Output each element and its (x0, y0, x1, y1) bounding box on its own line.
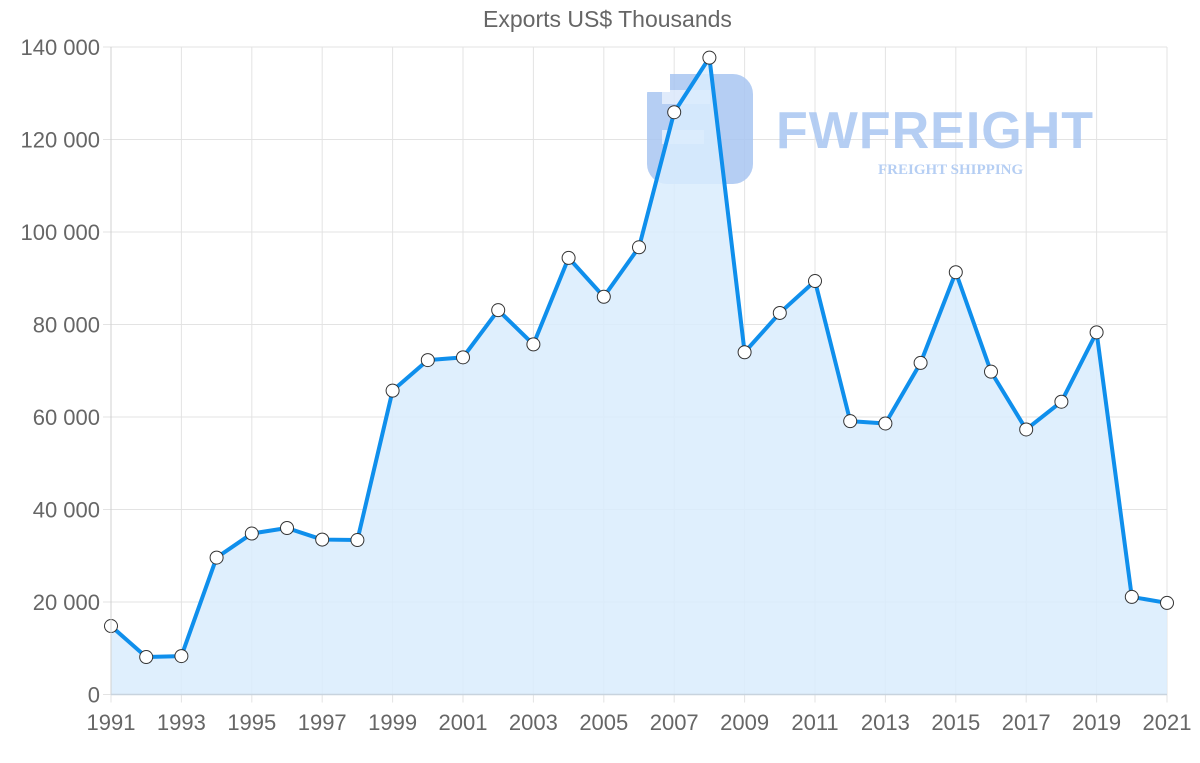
data-point-2014[interactable] (913, 355, 928, 370)
y-tick-label: 20 000 (33, 590, 100, 615)
x-tick-label: 2019 (1072, 710, 1121, 735)
x-tick-label: 1993 (157, 710, 206, 735)
data-point-1996[interactable] (280, 521, 294, 535)
data-point-1998[interactable] (350, 533, 365, 548)
data-point-2003[interactable] (526, 337, 541, 352)
x-tick-label: 1997 (298, 710, 347, 735)
x-tick-label: 1995 (227, 710, 276, 735)
data-point-2020[interactable] (1124, 589, 1139, 604)
x-tick-label: 2015 (931, 710, 980, 735)
chart-title: Exports US$ Thousands (483, 6, 732, 32)
x-tick-label: 2003 (509, 710, 558, 735)
data-point-2006[interactable] (632, 240, 646, 255)
data-point-2008[interactable] (702, 50, 717, 65)
watermark-brand: FWFREIGHT (776, 102, 1094, 160)
data-point-2005[interactable] (596, 289, 611, 304)
y-tick-label: 0 (88, 683, 100, 708)
x-tick-label: 2011 (791, 710, 838, 735)
x-axis: 1991 1993 1995 1997 1999 2001 2003 2005 2007 2009… (87, 693, 1192, 735)
data-point-1999[interactable] (385, 383, 400, 398)
y-tick-label: 40 000 (33, 498, 100, 523)
x-tick-label: 2017 (1002, 710, 1051, 735)
x-tick-label: 1999 (368, 710, 417, 735)
data-point-2007[interactable] (667, 105, 682, 120)
watermark-tagline: FREIGHT SHIPPING (878, 162, 1023, 178)
data-point-2004[interactable] (561, 250, 576, 265)
data-point-2016[interactable] (984, 364, 998, 379)
data-point-2012[interactable] (843, 414, 858, 429)
data-point-2010[interactable] (772, 305, 787, 320)
x-tick-label: 2007 (650, 710, 699, 735)
y-tick-label: 120 000 (20, 128, 100, 153)
y-tick-label: 140 000 (20, 35, 100, 60)
data-point-1995[interactable] (244, 526, 259, 541)
data-point-1992[interactable] (139, 650, 154, 665)
data-point-2000[interactable] (420, 353, 435, 368)
data-point-1997[interactable] (315, 532, 330, 547)
data-point-2001[interactable] (456, 350, 470, 365)
y-axis: 0 20 000 40 000 60 000 80 000 100 000 120 000 1… (20, 35, 112, 708)
data-point-2018[interactable] (1054, 394, 1069, 409)
x-tick-label: 1991 (87, 710, 136, 735)
data-point-1993[interactable] (174, 649, 189, 664)
y-tick-label: 60 000 (33, 405, 100, 430)
x-tick-label: 2001 (439, 710, 488, 735)
data-markers (104, 50, 1174, 665)
y-tick-label: 80 000 (33, 313, 100, 338)
data-point-2021[interactable] (1160, 595, 1174, 610)
data-point-2009[interactable] (737, 345, 752, 360)
data-point-1994[interactable] (209, 550, 224, 565)
x-tick-label: 2009 (720, 710, 769, 735)
x-tick-label: 2005 (579, 710, 628, 735)
data-point-2017[interactable] (1019, 422, 1034, 437)
data-point-2013[interactable] (878, 416, 893, 431)
y-tick-label: 100 000 (20, 220, 100, 245)
area-fill (111, 57, 1167, 695)
data-point-2015[interactable] (948, 265, 963, 280)
x-tick-label: 2021 (1143, 710, 1192, 735)
data-point-2019[interactable] (1089, 325, 1104, 340)
data-point-2002[interactable] (491, 303, 506, 318)
data-point-2011[interactable] (808, 274, 822, 289)
x-tick-label: 2013 (861, 710, 910, 735)
